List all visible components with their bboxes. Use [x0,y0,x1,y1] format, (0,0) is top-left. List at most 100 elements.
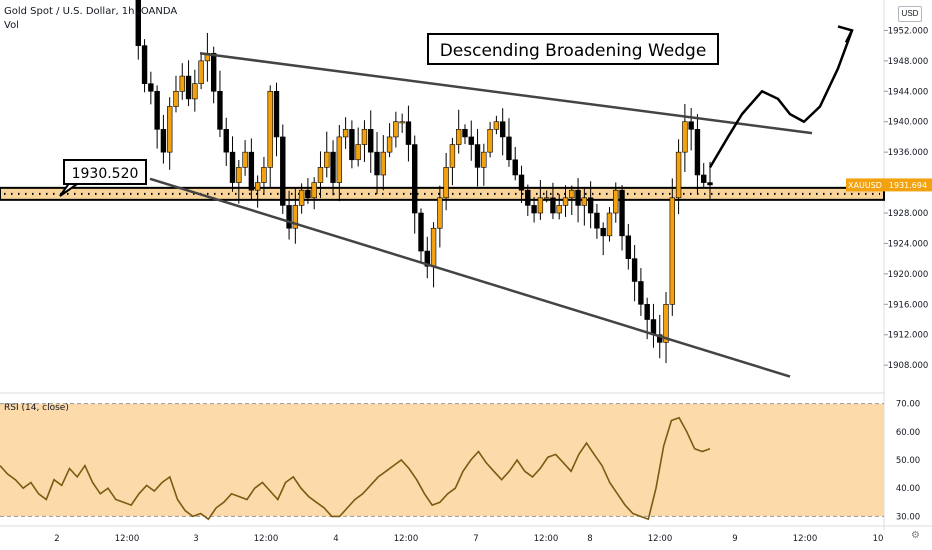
candle-body [430,227,437,267]
price-tick-label: 1952.000 [888,26,929,36]
candle-body [493,121,500,130]
candle-body [462,129,468,138]
candle-body [669,197,676,305]
candle-body [217,90,223,130]
candle-series [135,0,713,364]
candle-body [198,60,204,84]
candle-body [135,0,141,46]
candle-body [368,129,374,153]
candle-body [512,159,518,176]
candle-body [638,281,644,305]
candle-body [223,129,229,153]
candle-body [254,182,261,191]
pattern-label: Descending Broadening Wedge [440,41,707,61]
time-tick-label: 12:00 [648,534,673,544]
time-tick-label: 9 [732,534,737,544]
price-tick-label: 1924.000 [888,239,929,249]
candle-body [236,167,242,183]
candle-body [342,129,349,138]
candle-body [569,189,575,199]
price-tick-label: 1908.000 [888,361,929,371]
candle-body [179,75,185,92]
time-tick-label: 12:00 [394,534,419,544]
candle-body [349,129,355,161]
currency-button[interactable]: USD [898,6,922,22]
candle-body [613,189,619,214]
candle-body [336,136,343,183]
candle-body [267,90,273,168]
candle-body [324,151,330,168]
candle-body [261,167,267,183]
candle-body [355,144,361,161]
rsi-title: RSI (14, close) [4,403,69,413]
candle-body [600,227,606,237]
candle-body [330,151,336,183]
rsi-tick-label: 30.00 [896,512,920,522]
candle-body [682,121,688,153]
candle-body [625,235,632,259]
candle-body [192,83,198,100]
candle-body [675,151,682,199]
candle-body [160,129,167,153]
candle-body [525,189,531,206]
candle-body [317,167,324,183]
candle-body [154,90,160,130]
candle-body [688,121,694,130]
gear-icon[interactable]: ⚙ [911,530,920,541]
projection-arrow[interactable] [708,29,854,169]
candle-body [292,205,299,229]
projection-arrowhead [837,25,854,43]
price-tick-label: 1920.000 [888,270,929,280]
wedge-lower-trendline[interactable] [149,177,791,378]
candle-body [242,151,248,168]
candle-body [380,151,387,176]
candle-body [619,189,625,237]
candle-body [210,52,217,92]
wedge-upper-trendline[interactable] [199,52,813,135]
price-tick-label: 1944.000 [888,87,929,97]
rsi-tick-label: 50.00 [896,456,920,466]
candle-body [305,189,311,199]
candle-body [449,144,456,168]
candle-body [273,90,280,138]
time-tick-label: 12:00 [115,534,140,544]
last-price-tag[interactable] [884,178,932,192]
candle-body [644,304,650,320]
symbol-tag-text: XAUUSD [848,181,882,190]
rsi-band [0,403,884,517]
candle-body [468,136,474,145]
candle-body [298,189,305,206]
chart-title[interactable]: Gold Spot / U.S. Dollar, 1h, OANDA [4,6,178,17]
candle-body [707,182,713,186]
candle-body [418,212,424,252]
candle-body [537,197,544,214]
price-axis-panel[interactable] [884,0,932,530]
level-callout-text: 1930.520 [72,166,139,182]
time-tick-label: 2 [54,534,59,544]
candle-body [481,151,487,168]
candle-body [412,144,418,214]
candle-body [499,121,506,138]
pattern-label-box[interactable] [427,33,719,65]
time-tick-label: 12:00 [254,534,279,544]
price-tick-label: 1948.000 [888,57,929,67]
symbol-tag[interactable] [846,178,884,192]
rsi-line[interactable] [0,416,711,521]
candle-body [399,121,405,124]
candle-body [663,304,669,343]
candle-body [575,189,581,206]
rsi-tick-label: 70.00 [896,400,920,410]
candle-body [311,182,317,199]
candle-body [148,83,154,92]
candle-body [424,250,430,267]
time-tick-label: 12:00 [793,534,818,544]
candle-body [701,174,707,183]
candle-body [455,129,462,145]
candle-body [543,197,550,200]
candle-body [374,151,380,176]
level-callout-box[interactable] [63,159,147,185]
candle-body [248,151,255,191]
candle-body [631,258,638,282]
price-tick-label: 1940.000 [888,118,929,128]
